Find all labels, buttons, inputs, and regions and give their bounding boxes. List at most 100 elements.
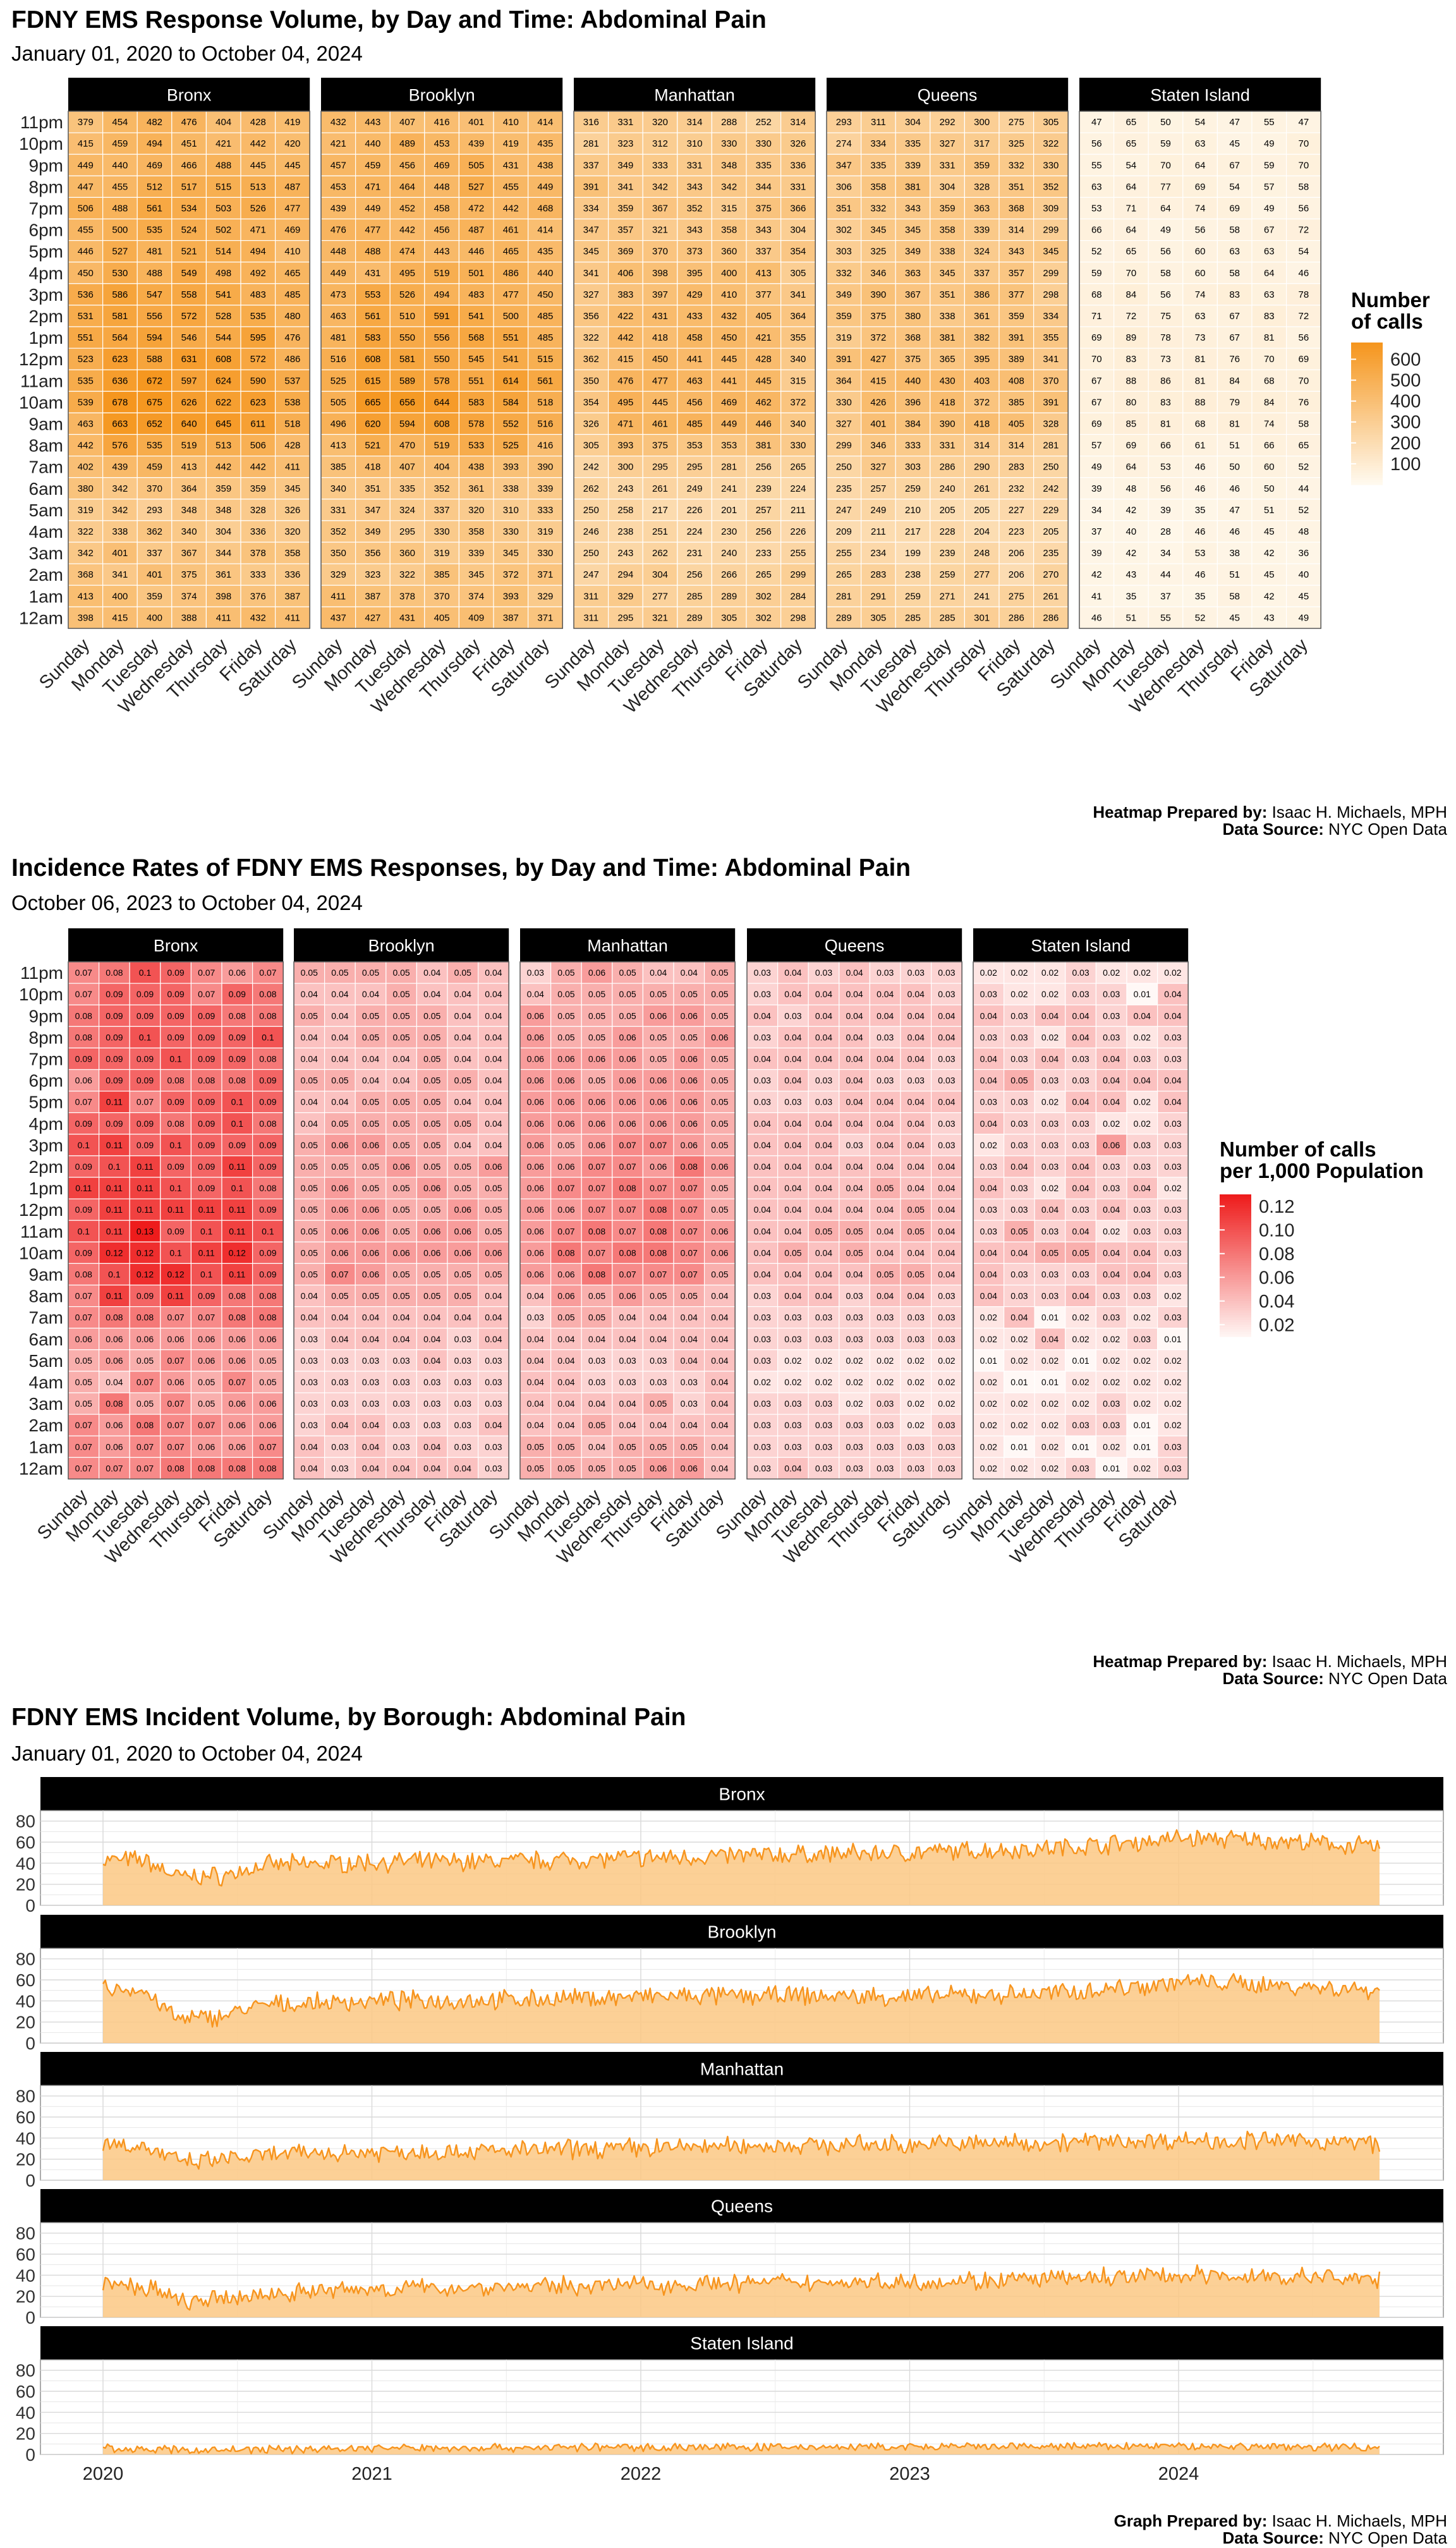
line-chart-source-label: Data Source: [1222,2528,1324,2547]
hm1-y-tick-3am: 3am [29,543,63,563]
hm1-y-tick-2pm: 2pm [29,306,63,326]
line-plot-area-staten-island [40,2359,1444,2455]
hm1-y-tick-9am: 9am [29,414,63,434]
hm1-y-tick-8pm: 8pm [29,177,63,197]
hm1-cell-label: 419 [284,117,300,128]
hm1-cell-label: 469 [147,160,162,171]
hm1-y-tick-6pm: 6pm [29,221,63,240]
hm1-y-tick-3pm: 3pm [29,285,63,305]
line-y-tick-bronx-20: 20 [16,1875,35,1895]
line-y-tick-bronx-60: 60 [16,1833,35,1852]
line-y-tick-queens-40: 40 [16,2266,35,2285]
hm1-y-tick-2am: 2am [29,565,63,585]
line-y-tick-bronx-40: 40 [16,1853,35,1873]
line-y-tick-brooklyn-60: 60 [16,1970,35,1990]
hm1-cell-label: 466 [181,160,197,171]
hm1-cell-label: 459 [112,138,128,149]
line-y-tick-staten-island-0: 0 [25,2445,35,2465]
hm1-cell-label: 449 [78,160,94,171]
hm1-y-tick-10pm: 10pm [19,134,63,154]
hm1-y-tick-9pm: 9pm [29,155,63,175]
hm1-cell-label: 445 [284,160,300,171]
hm1-cell [275,132,310,155]
hm1-y-tick-11pm: 11pm [20,112,63,132]
hm1-cell [68,154,104,176]
hm1-y-tick-7am: 7am [29,458,63,477]
hm1-cell [205,175,241,198]
line-y-tick-staten-island-60: 60 [16,2382,35,2401]
hm1-strip-bronx [68,78,310,111]
line-x-tick-2024: 2024 [1158,2464,1199,2484]
line-y-tick-queens-60: 60 [16,2245,35,2264]
line-strip-label-queens: Queens [711,2197,773,2216]
hm1-cell-label: 454 [112,117,128,128]
hm1-cell-label: 451 [181,138,197,149]
hm1-cell [171,111,207,133]
line-y-tick-queens-0: 0 [25,2308,35,2327]
hm1-cell-label: 379 [78,117,94,128]
hm1-cell [102,132,138,155]
hm1-y-tick-12am: 12am [19,608,63,628]
hm1-cell-label: 421 [215,138,231,149]
hm1-y-tick-1am: 1am [29,586,63,606]
hm1-cell-label: 404 [215,117,231,128]
line-y-tick-staten-island-20: 20 [16,2424,35,2444]
line-y-tick-brooklyn-20: 20 [16,2013,35,2032]
line-y-tick-manhattan-0: 0 [25,2171,35,2190]
hm1-cell [240,132,276,155]
hm1-cell-label: 420 [284,138,300,149]
line-y-tick-brooklyn-40: 40 [16,1991,35,2011]
hm1-y-tick-10am: 10am [19,392,63,412]
hm1-cell-label: 442 [250,138,266,149]
line-chart-credit-name: Isaac H. Michaels, MPH [1271,2511,1447,2530]
hm1-cell-label: 428 [250,117,266,128]
line-chart-credit-label: Graph Prepared by: [1113,2511,1268,2530]
line-x-tick-2023: 2023 [889,2464,930,2484]
hm1-y-tick-1pm: 1pm [29,328,63,348]
hm1-cell [136,175,173,198]
hm1-y-tick-5pm: 5pm [29,242,63,262]
line-y-tick-manhattan-20: 20 [16,2150,35,2169]
line-y-tick-bronx-80: 80 [16,1812,35,1831]
line-y-tick-queens-20: 20 [16,2287,35,2307]
line-x-tick-2020: 2020 [83,2464,124,2484]
hm1-strip-label-bronx: Bronx [167,86,212,105]
line-strip-label-manhattan: Manhattan [700,2060,784,2079]
line-y-tick-manhattan-40: 40 [16,2128,35,2148]
hm1-cell-label: 455 [112,181,128,192]
hm1-cell [136,111,173,133]
hm1-cell-label: 494 [147,138,162,149]
line-y-tick-bronx-0: 0 [25,1896,35,1915]
hm1-y-tick-4am: 4am [29,522,63,542]
hm1-y-tick-7pm: 7pm [29,198,63,218]
hm1-cell [205,132,241,155]
line-y-tick-manhattan-60: 60 [16,2108,35,2127]
line-y-tick-manhattan-80: 80 [16,2087,35,2106]
hm1-y-tick-5am: 5am [29,500,63,520]
hm1-cell-label: 512 [147,181,162,192]
hm1-cell [275,154,310,176]
hm1-y-tick-6am: 6am [29,479,63,499]
hm1-cell-label: 445 [250,160,266,171]
line-strip-label-brooklyn: Brooklyn [708,1922,777,1942]
hm1-cell [240,111,276,133]
hm1-cell-label: 476 [181,117,197,128]
hm1-y-tick-8am: 8am [29,436,63,456]
hm1-cell [240,154,276,176]
line-x-tick-2022: 2022 [621,2464,662,2484]
line-y-tick-staten-island-80: 80 [16,2361,35,2381]
hm1-cell-label: 440 [112,160,128,171]
hm1-cell [102,175,138,198]
hm1-cell-label: 517 [181,181,197,192]
line-y-tick-brooklyn-80: 80 [16,1950,35,1969]
line-strip-label-staten-island: Staten Island [690,2334,793,2353]
hm1-cell-label: 482 [147,117,162,128]
line-y-tick-queens-80: 80 [16,2224,35,2243]
hm1-cell [171,175,207,198]
heatmap1-title: FDNY EMS Response Volume, by Day and Tim… [11,6,767,33]
hm1-cell [171,132,207,155]
heatmap1-subtitle: January 01, 2020 to October 04, 2024 [11,42,363,65]
hm1-y-tick-12pm: 12pm [19,349,63,369]
hm1-cell-label: 447 [78,181,94,192]
